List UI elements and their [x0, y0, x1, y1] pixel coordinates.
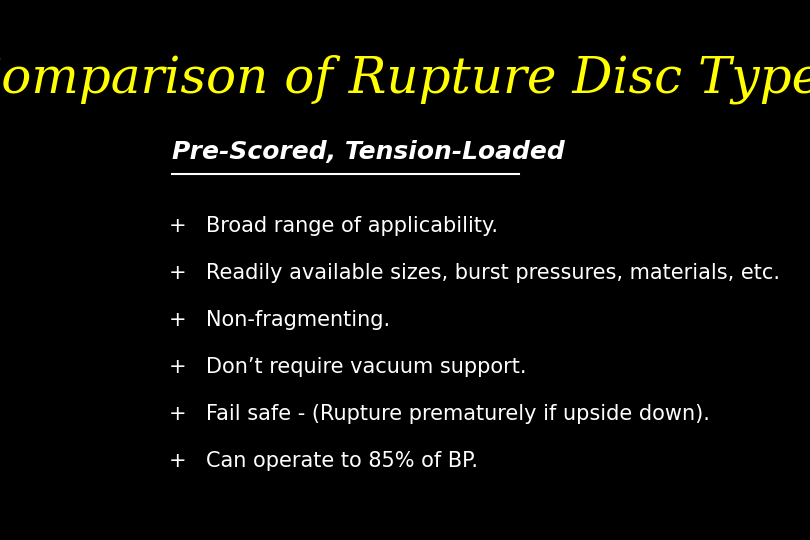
Text: +: +: [169, 404, 187, 424]
Text: Fail safe - (Rupture prematurely if upside down).: Fail safe - (Rupture prematurely if upsi…: [206, 404, 710, 424]
Text: Broad range of applicability.: Broad range of applicability.: [206, 216, 497, 236]
Text: +: +: [169, 310, 187, 330]
Text: Pre-Scored, Tension-Loaded: Pre-Scored, Tension-Loaded: [173, 140, 565, 164]
Text: Readily available sizes, burst pressures, materials, etc.: Readily available sizes, burst pressures…: [206, 263, 779, 283]
Text: Don’t require vacuum support.: Don’t require vacuum support.: [206, 357, 526, 377]
Text: +: +: [169, 216, 187, 236]
Text: +: +: [169, 357, 187, 377]
Text: Can operate to 85% of BP.: Can operate to 85% of BP.: [206, 451, 478, 471]
Text: Comparison of Rupture Disc Types: Comparison of Rupture Disc Types: [0, 54, 810, 104]
Text: +: +: [169, 451, 187, 471]
Text: +: +: [169, 263, 187, 283]
Text: Non-fragmenting.: Non-fragmenting.: [206, 310, 390, 330]
